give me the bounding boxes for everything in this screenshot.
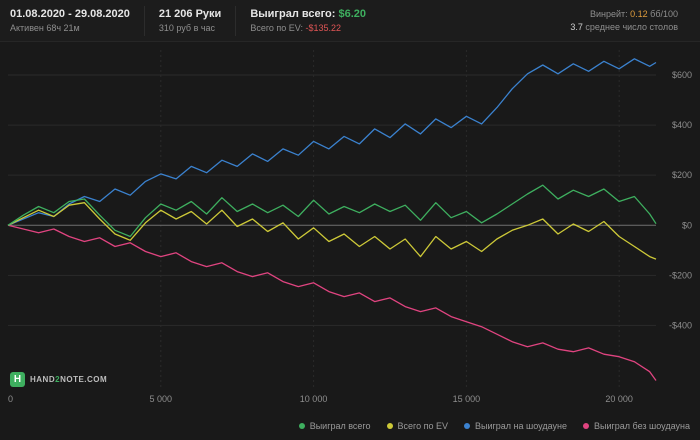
logo-text-hand: HAND <box>30 375 56 384</box>
chart-background <box>0 42 700 412</box>
logo-text-note: NOTE.COM <box>60 375 108 384</box>
y-axis-label: $0 <box>682 220 692 230</box>
x-axis-label: 10 000 <box>300 394 328 404</box>
x-axis-label: 0 <box>8 394 13 404</box>
hand2note-logo-icon: H <box>10 372 25 387</box>
avg-tables-label: среднее число столов <box>585 22 678 32</box>
winnings-chart[interactable]: 0 5 000 10 000 15 000 20 000 $600 $400 $200 $0 -$… <box>0 42 700 412</box>
legend-label: Всего по EV <box>397 421 449 431</box>
winrate-group: Винрейт: 0.12 бб/100 3.7 среднее число с… <box>556 6 692 36</box>
hands-count: 21 206 Руки <box>158 8 222 20</box>
won-total-label: Выиграл всего: <box>250 8 336 20</box>
winrate-row: Винрейт: 0.12 бб/100 <box>590 9 678 19</box>
winrate-unit: бб/100 <box>650 9 678 19</box>
hands-group: 21 206 Руки 310 руб в час <box>145 5 237 36</box>
legend-dot-icon <box>464 423 471 429</box>
series-line-Выиграл всего <box>7 184 657 238</box>
date-range-group: 01.08.2020 - 29.08.2020 Активен 68ч 21м <box>8 5 145 36</box>
winnings-group: Выиграл всего: $6.20 Всего по EV: -$135.… <box>236 6 380 36</box>
ev-total-label: Всего по EV: <box>250 23 303 33</box>
y-axis-label: $600 <box>672 70 692 80</box>
won-total-value: $6.20 <box>338 8 367 20</box>
legend-item[interactable]: Выиграл всего <box>298 421 371 431</box>
avg-tables-value: 3.7 <box>570 22 583 32</box>
y-axis-label: -$400 <box>669 320 692 330</box>
legend-item[interactable]: Выиграл на шоудауне <box>464 421 567 431</box>
stats-header: 01.08.2020 - 29.08.2020 Активен 68ч 21м … <box>0 0 700 42</box>
winrate-label: Винрейт: <box>589 9 628 19</box>
won-total-row: Выиграл всего: $6.20 <box>250 8 366 20</box>
series-line-Всего по EV <box>7 202 657 260</box>
date-range: 01.08.2020 - 29.08.2020 <box>10 8 130 20</box>
legend-label: Выиграл без шоудауна <box>594 421 690 431</box>
active-time: Активен 68ч 21м <box>10 23 80 33</box>
hand2note-logo-text: HAND2NOTE.COM <box>30 375 107 384</box>
y-axis-label: $400 <box>672 120 692 130</box>
chart-area: 0 5 000 10 000 15 000 20 000 $600 $400 $200 $0 -$… <box>0 42 700 412</box>
winrate-value: 0.12 <box>630 9 648 19</box>
x-axis-label: 5 000 <box>150 394 173 404</box>
y-axis-label: -$200 <box>669 270 692 280</box>
x-axis-label: 20 000 <box>605 394 633 404</box>
legend-item[interactable]: Выиграл без шоудауна <box>583 421 690 431</box>
logo-text-2: 2 <box>55 375 61 384</box>
legend-dot-icon <box>386 423 393 429</box>
ev-total-value: -$135.22 <box>305 23 342 33</box>
hand2note-logo: H HAND2NOTE.COM <box>10 372 107 387</box>
legend-dot-icon <box>298 423 305 429</box>
hourly-rate: 310 руб в час <box>158 23 216 33</box>
legend-label: Выиграл всего <box>309 421 371 431</box>
y-axis-label: $200 <box>672 170 692 180</box>
ev-total-row: Всего по EV: -$135.22 <box>250 23 366 33</box>
avg-tables-row: 3.7 среднее число столов <box>570 22 678 32</box>
chart-legend: Выиграл всего Всего по EV Выиграл на шоуда… <box>0 412 700 440</box>
legend-dot-icon <box>583 423 589 429</box>
x-axis-label: 15 000 <box>453 394 481 404</box>
series-line-Выиграл без шоудауна <box>7 224 657 381</box>
legend-item[interactable]: Всего по EV <box>386 421 449 431</box>
legend-label: Выиграл на шоудауне <box>475 421 567 431</box>
series-line-Выиграл на шоудауне <box>7 58 657 226</box>
